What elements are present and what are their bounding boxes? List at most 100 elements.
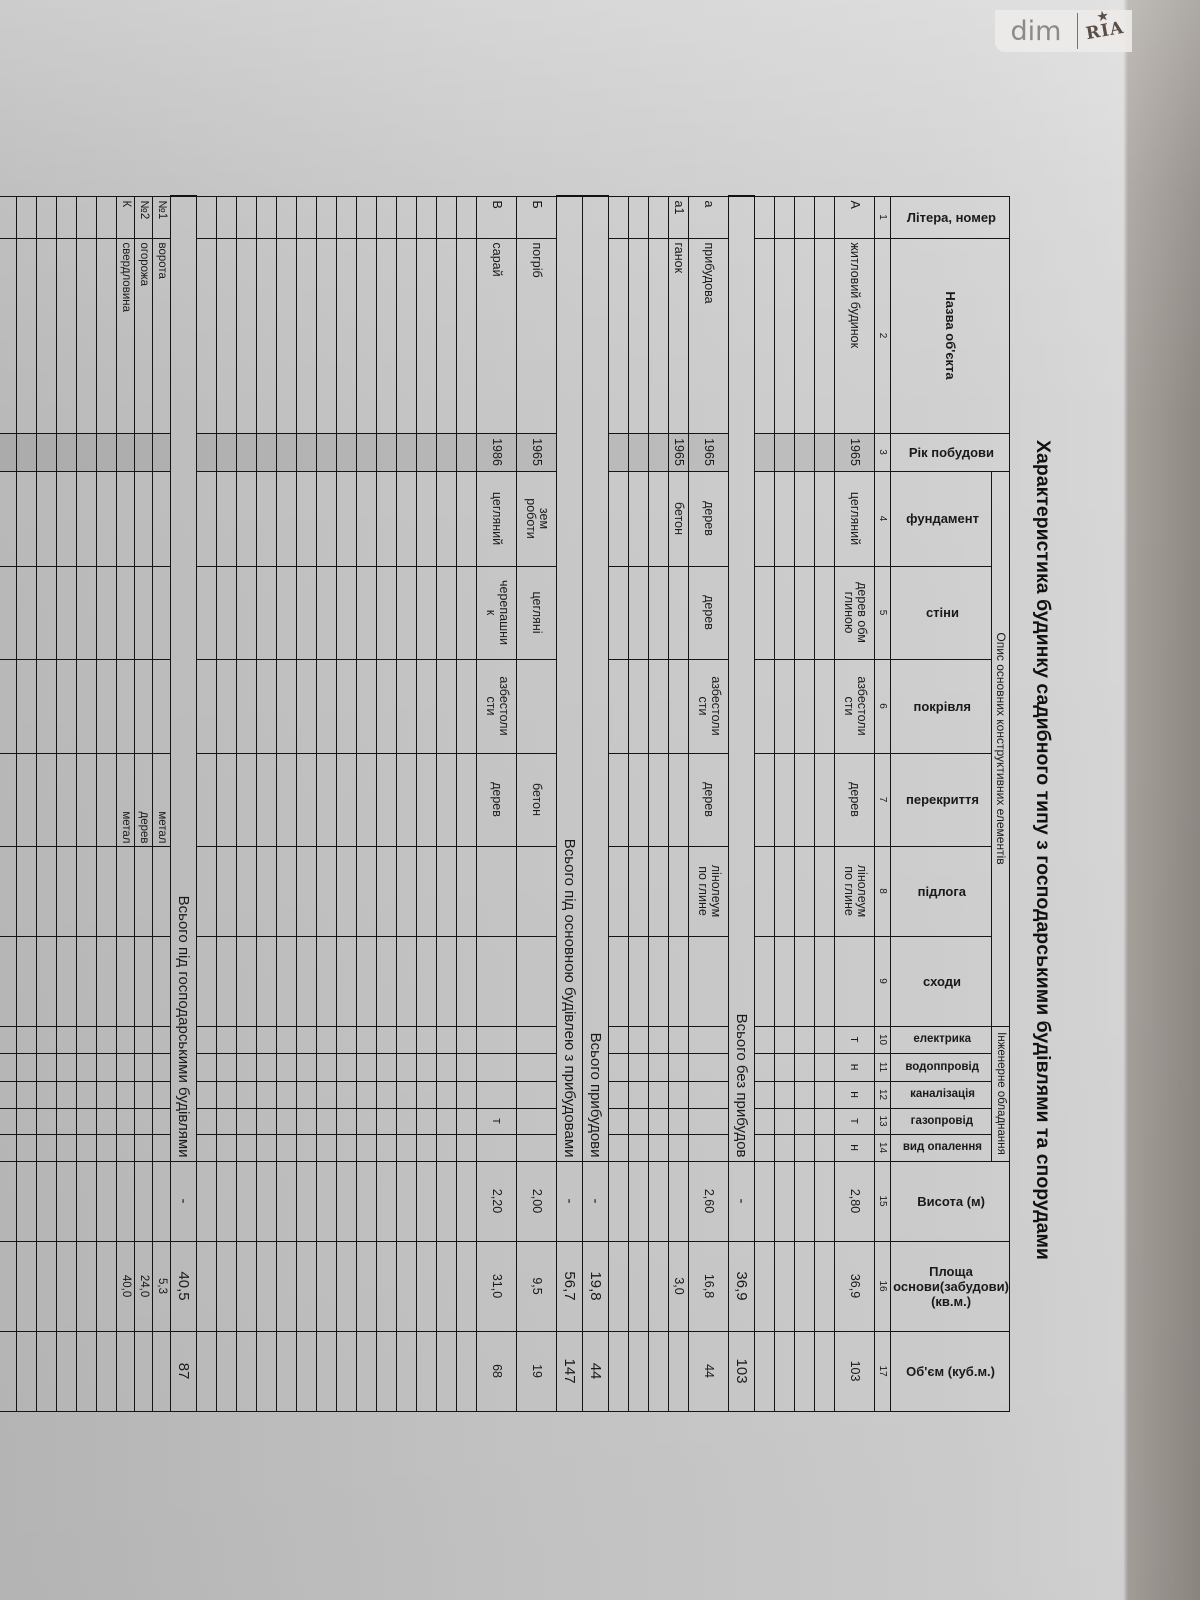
- table-cell: [668, 1081, 689, 1109]
- table-cell: [236, 1081, 257, 1109]
- table-cell: [794, 433, 815, 471]
- table-cell: [216, 433, 237, 471]
- table-cell: [688, 1026, 729, 1054]
- table-cell: [256, 471, 277, 566]
- empty-row: [416, 196, 437, 1412]
- table-cell: [774, 471, 795, 566]
- table-cell: [608, 1026, 629, 1054]
- table-cell: [76, 753, 97, 846]
- table-cell: [628, 566, 649, 659]
- table-cell: 24,0: [134, 1241, 153, 1332]
- table-cell: [256, 846, 277, 936]
- table-cell: [814, 196, 835, 238]
- table-cell: [794, 936, 815, 1027]
- table-cell: [456, 433, 477, 471]
- table-cell: [336, 433, 357, 471]
- table-cell: [668, 753, 689, 846]
- table-cell: [376, 846, 397, 936]
- table-cell: [774, 1134, 795, 1162]
- table-cell: [0, 1053, 17, 1082]
- empty-row: [754, 196, 775, 1412]
- table-cell: [356, 196, 377, 238]
- table-cell: [416, 471, 437, 566]
- table-cell: [456, 196, 477, 238]
- table-cell: [516, 846, 557, 936]
- table-cell: [296, 1134, 317, 1162]
- table-cell: [436, 753, 457, 846]
- table-cell: дерев: [834, 753, 875, 846]
- table-cell: Б: [516, 196, 557, 238]
- table-cell: [196, 1161, 217, 1242]
- table-cell: [76, 936, 97, 1027]
- empty-row: [76, 196, 97, 1412]
- table-cell: [216, 1241, 237, 1332]
- table-cell: [396, 659, 417, 753]
- table-cell: [56, 1053, 77, 1082]
- table-cell: [628, 846, 649, 936]
- table-cell: [356, 1026, 377, 1054]
- table-cell: 36,9: [834, 1241, 875, 1332]
- table-cell: [456, 1161, 477, 1242]
- table-cell: дерев: [688, 753, 729, 846]
- table-cell: [774, 936, 795, 1027]
- table-cell: [336, 1161, 357, 1242]
- table-cell: 1986: [476, 433, 517, 471]
- table-cell: [36, 1161, 57, 1242]
- table-cell: [236, 196, 257, 238]
- table-cell: [376, 1134, 397, 1162]
- table-cell: лінолеум по глине: [688, 846, 729, 936]
- table-cell: [648, 1161, 669, 1242]
- table-cell: [256, 1331, 277, 1412]
- table-cell: [0, 659, 17, 753]
- table-cell: [216, 1134, 237, 1162]
- table-cell: [628, 1331, 649, 1412]
- table-cell: н: [834, 1134, 875, 1162]
- table-cell: [336, 1134, 357, 1162]
- table-cell: [814, 238, 835, 433]
- table-cell: [76, 1331, 97, 1412]
- table-cell: [256, 753, 277, 846]
- column-header-label: газопровід: [911, 1114, 974, 1127]
- table-cell: [196, 238, 217, 433]
- table-cell: [356, 936, 377, 1027]
- table-cell: [356, 471, 377, 566]
- column-number: 8: [874, 846, 891, 936]
- total-label: Всього під господарськими будівлями: [170, 196, 197, 1162]
- empty-row: [628, 196, 649, 1412]
- table-cell: ворота: [152, 238, 171, 433]
- table-cell: [436, 1241, 457, 1332]
- table-cell: [16, 753, 37, 846]
- table-cell: [96, 1241, 117, 1332]
- empty-row: [216, 196, 237, 1412]
- table-cell: [152, 566, 171, 659]
- table-cell: [456, 936, 477, 1027]
- table-cell: [456, 1026, 477, 1054]
- empty-row: [236, 196, 257, 1412]
- table-cell: [256, 1108, 277, 1135]
- table-cell: [152, 1161, 171, 1242]
- table-cell: [814, 753, 835, 846]
- table-cell: [196, 846, 217, 936]
- table-cell: [0, 1081, 17, 1109]
- table-cell: [56, 433, 77, 471]
- table-cell: [296, 433, 317, 471]
- table-cell: [774, 659, 795, 753]
- table-cell: [276, 1241, 297, 1332]
- table-cell: [216, 1026, 237, 1054]
- table-cell: [296, 1241, 317, 1332]
- table-cell: [436, 936, 457, 1027]
- table-cell: [276, 566, 297, 659]
- table-cell: [456, 1108, 477, 1135]
- table-cell: [76, 846, 97, 936]
- table-cell: [316, 753, 337, 846]
- table-cell: [36, 1026, 57, 1054]
- table-cell: [376, 471, 397, 566]
- table-cell: [196, 1026, 217, 1054]
- table-cell: [376, 1241, 397, 1332]
- table-cell: [774, 1331, 795, 1412]
- table-cell: [648, 566, 669, 659]
- table-cell: лінолеум по глине: [834, 846, 875, 936]
- table-cell: [814, 1134, 835, 1162]
- table-cell: [436, 1026, 457, 1054]
